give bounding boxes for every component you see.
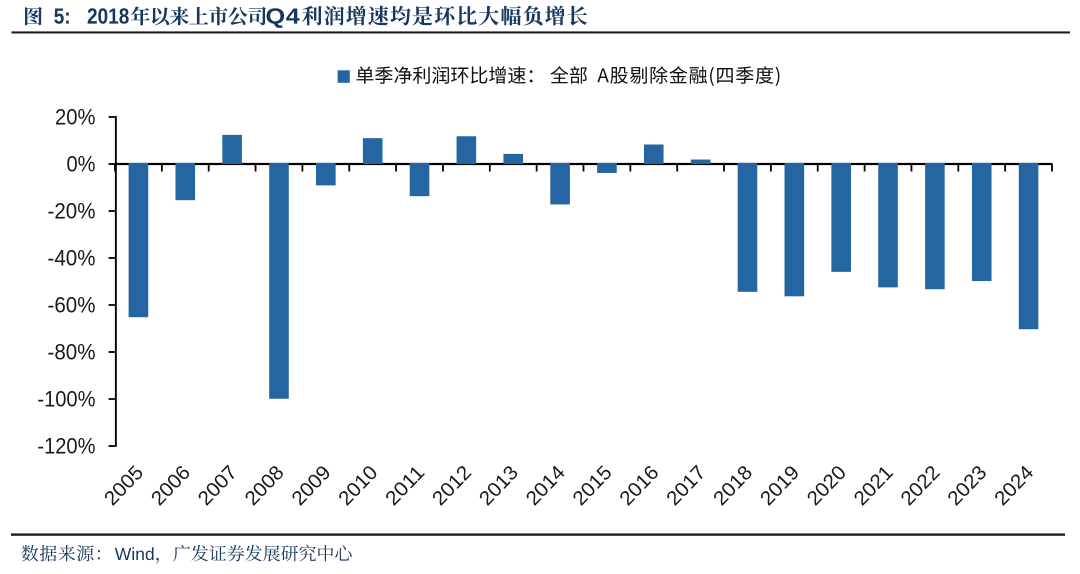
svg-text:20%: 20%	[55, 104, 96, 129]
svg-text:-80%: -80%	[48, 339, 96, 364]
svg-text:-60%: -60%	[48, 292, 96, 317]
svg-text:-40%: -40%	[48, 245, 96, 270]
svg-text:-120%: -120%	[37, 433, 95, 458]
svg-text:-100%: -100%	[37, 386, 95, 411]
svg-text:-20%: -20%	[48, 198, 96, 223]
svg-text:0%: 0%	[67, 151, 96, 176]
